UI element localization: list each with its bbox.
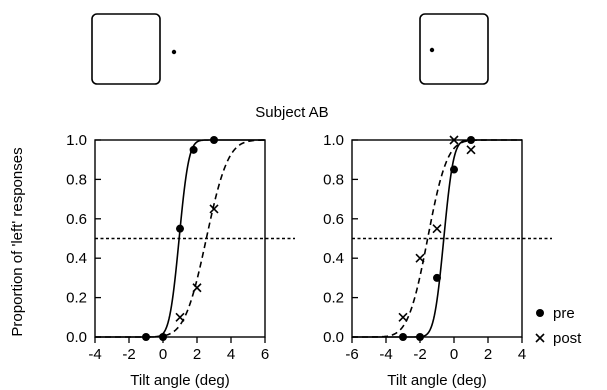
- right-post-point: [466, 145, 476, 155]
- stimulus-right-square: [419, 13, 489, 85]
- left-x-tick-label: -4: [88, 346, 101, 363]
- legend-pre-label: pre: [553, 305, 575, 322]
- right-y-tick-label: 0.6: [323, 211, 344, 228]
- subject-label: Subject AB: [255, 104, 328, 121]
- stimulus-left-illustration: [91, 13, 177, 85]
- left-x-tick-label: 6: [261, 346, 269, 363]
- right-y-tick-label: 0.2: [323, 290, 344, 307]
- right-axis-ticks: -6 -4 -2 0 2 4 0.0 0.2 0.4 0.6 0.8 1.0: [323, 132, 526, 363]
- right-y-tick-label: 0.0: [323, 329, 344, 346]
- left-x-tick-label: 4: [227, 346, 235, 363]
- stimulus-right-illustration: [419, 13, 489, 85]
- left-x-tick-label: 2: [193, 346, 201, 363]
- right-fit-curves: [352, 139, 522, 338]
- left-post-point: [209, 204, 219, 214]
- right-x-tick-label: -4: [379, 346, 392, 363]
- left-panel: -4 -2 0 2 4 6 0.0 0.2 0.4 0.6 0.8 1.0 Tilt angle (d…: [66, 132, 295, 389]
- right-data-points: [398, 135, 476, 341]
- stimulus-left-dot: [171, 49, 177, 55]
- left-pre-point: [189, 145, 198, 154]
- right-x-tick-label: -6: [345, 346, 358, 363]
- right-x-tick-label: 2: [484, 346, 492, 363]
- left-y-tick-label: 0.0: [66, 329, 87, 346]
- right-y-tick-label: 0.8: [323, 171, 344, 188]
- y-axis-label: Proportion of 'left' responses: [9, 147, 26, 336]
- left-pre-point: [142, 333, 150, 341]
- right-post-fit-curve: [352, 139, 522, 338]
- right-pre-point: [416, 333, 424, 341]
- left-pre-point: [159, 333, 167, 341]
- left-y-tick-label: 0.8: [66, 171, 87, 188]
- left-axis-ticks: -4 -2 0 2 4 6 0.0 0.2 0.4 0.6 0.8 1.0: [66, 132, 269, 363]
- right-x-axis-label: Tilt angle (deg): [387, 372, 487, 389]
- right-post-point: [415, 253, 425, 263]
- left-pre-point: [176, 224, 184, 233]
- right-y-tick-label: 1.0: [323, 132, 344, 149]
- left-post-point: [175, 312, 185, 322]
- right-pre-point: [399, 333, 407, 341]
- legend: pre post: [535, 305, 582, 347]
- stimulus-left-square: [91, 13, 161, 85]
- left-x-tick-label: -2: [122, 346, 135, 363]
- legend-post-marker: [535, 333, 545, 343]
- left-y-tick-label: 0.4: [66, 250, 87, 267]
- legend-pre-marker: [536, 309, 544, 317]
- right-x-tick-label: 4: [518, 346, 526, 363]
- right-pre-point: [467, 136, 475, 144]
- right-y-tick-label: 0.4: [323, 250, 344, 267]
- right-x-tick-label: -2: [413, 346, 426, 363]
- left-y-tick-label: 1.0: [66, 132, 87, 149]
- right-pre-point: [450, 165, 458, 174]
- left-data-points: [142, 136, 219, 341]
- right-post-point: [432, 224, 442, 234]
- left-x-axis-label: Tilt angle (deg): [130, 372, 230, 389]
- left-y-tick-label: 0.2: [66, 290, 87, 307]
- right-panel: -6 -4 -2 0 2 4 0.0 0.2 0.4 0.6 0.8 1.0 Tilt angle (…: [323, 132, 552, 389]
- left-y-tick-label: 0.6: [66, 211, 87, 228]
- left-post-point: [192, 283, 202, 293]
- stimulus-right-dot: [429, 47, 435, 53]
- legend-post-label: post: [553, 330, 582, 347]
- right-post-point: [398, 312, 408, 322]
- left-pre-point: [210, 136, 218, 144]
- right-post-point: [449, 135, 459, 145]
- left-x-tick-label: 0: [159, 346, 167, 363]
- right-x-tick-label: 0: [450, 346, 458, 363]
- right-pre-point: [433, 273, 441, 282]
